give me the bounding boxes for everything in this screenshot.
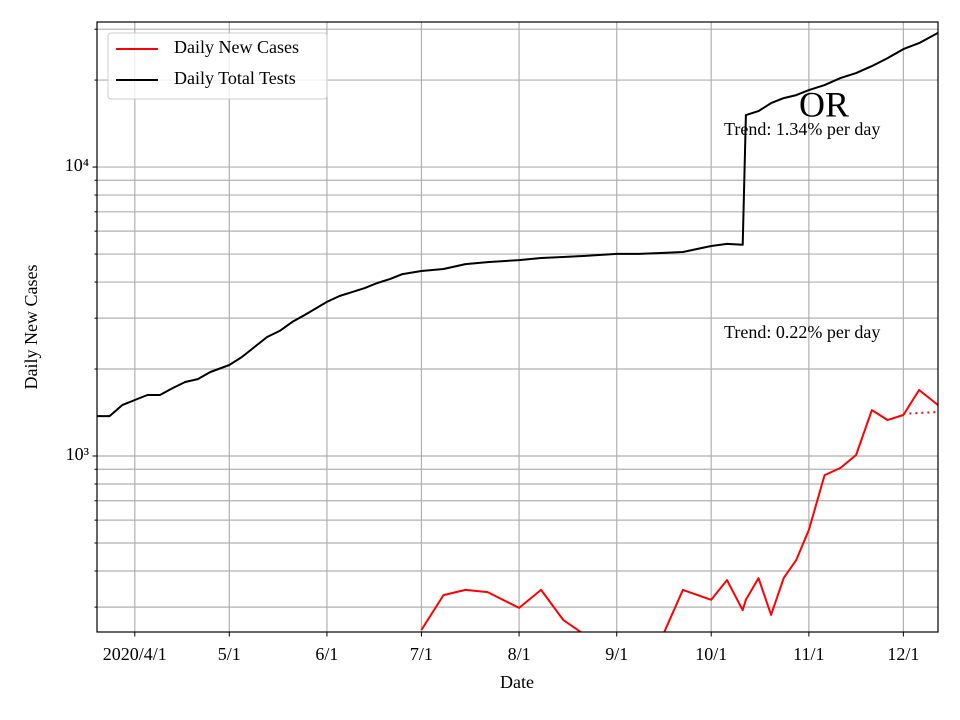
x-tick-label: 2020/4/1 [103, 644, 167, 664]
legend-label: Daily New Cases [174, 37, 299, 57]
y-axis-label: Daily New Cases [21, 265, 41, 390]
x-tick-label: 10/1 [695, 644, 727, 664]
x-tick-label: 9/1 [605, 644, 628, 664]
data-line [420, 389, 938, 632]
plot-frame [96, 21, 939, 633]
legend-box [107, 32, 328, 100]
chart-title: OR [799, 84, 849, 124]
x-tick-label: 8/1 [508, 644, 531, 664]
data-line [97, 32, 938, 418]
x-tick-label: 6/1 [315, 644, 338, 664]
x-tick-label: 11/1 [793, 644, 824, 664]
legend: Daily New Cases Daily Total Tests [107, 32, 328, 100]
annotation: Trend: 1.34% per day [724, 119, 880, 139]
y-tick-label: 10³ [66, 444, 90, 464]
x-tick-label: 12/1 [887, 644, 919, 664]
y-tick-label: 10⁴ [65, 155, 89, 175]
annotation: Trend: 0.22% per day [724, 322, 880, 342]
legend-label: Daily Total Tests [174, 68, 296, 88]
x-tick-label: 7/1 [410, 644, 433, 664]
trend-line [903, 411, 938, 415]
x-axis-label: Date [500, 672, 534, 692]
x-tick-label: 5/1 [218, 644, 241, 664]
